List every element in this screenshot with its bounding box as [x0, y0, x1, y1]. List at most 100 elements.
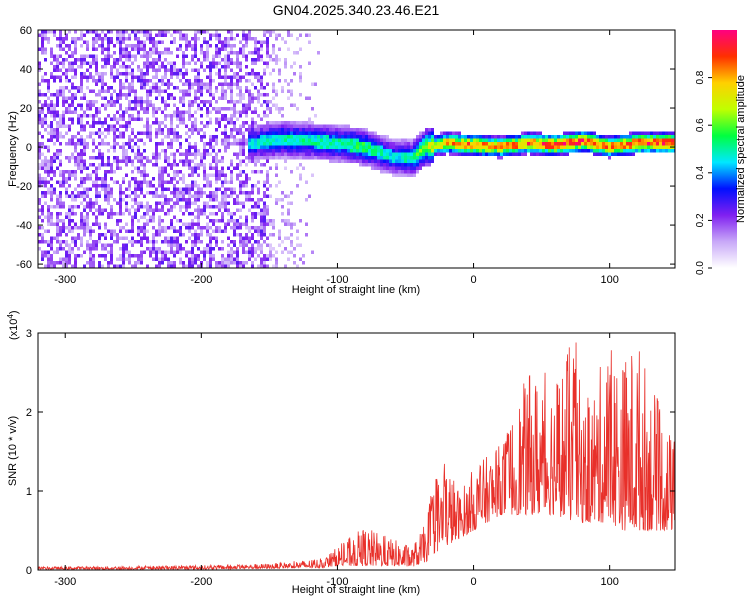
spectrogram-cell: [119, 58, 122, 62]
spectrogram-cell: [239, 240, 242, 244]
spectrogram-cell: [104, 243, 107, 247]
spectrogram-cell: [236, 93, 239, 97]
spectrogram-cell: [188, 226, 191, 230]
spectrogram-cell: [254, 37, 257, 41]
spectrogram-cell: [80, 65, 83, 69]
spectrogram-cell: [407, 142, 410, 146]
spectrogram-cell: [110, 187, 113, 191]
spectrogram-cell: [203, 173, 206, 177]
spectrogram-cell: [269, 30, 272, 34]
spectrogram-cell: [131, 30, 134, 34]
spectrogram-cell: [185, 149, 188, 153]
spectrogram-cell: [650, 135, 653, 139]
spectrogram-cell: [176, 107, 179, 111]
spectrogram-cell: [248, 247, 251, 251]
spectrogram-cell: [212, 198, 215, 202]
spectrogram-cell: [38, 240, 41, 244]
spectrogram-cell: [578, 145, 581, 149]
spectrogram-cell: [335, 156, 338, 160]
spectrogram-cell: [83, 222, 86, 226]
spectrogram-cell: [71, 219, 74, 223]
spectrogram-cell: [110, 208, 113, 212]
spectrogram-cell: [86, 107, 89, 111]
spectrogram-cell: [161, 121, 164, 125]
spectrogram-cell: [521, 142, 524, 146]
spectrogram-cell: [332, 135, 335, 139]
spectrogram-cell: [77, 131, 80, 135]
spectrogram-cell: [212, 107, 215, 111]
spectrogram-cell: [488, 135, 491, 139]
spectrogram-cell: [92, 180, 95, 184]
spectrogram-cell: [59, 180, 62, 184]
spectrogram-cell: [299, 173, 302, 177]
spectrogram-cell: [41, 37, 44, 41]
spectrogram-cell: [170, 93, 173, 97]
spectrogram-cell: [185, 110, 188, 114]
spectrogram-cell: [86, 212, 89, 216]
spectrogram-cell: [365, 128, 368, 132]
spectrogram-cell: [311, 145, 314, 149]
spectrogram-cell: [125, 163, 128, 167]
spectrogram-cell: [251, 128, 254, 132]
spectrogram-cell: [302, 135, 305, 139]
spectrogram-cell: [194, 166, 197, 170]
spectrogram-cell: [509, 152, 512, 156]
spectrogram-cell: [95, 180, 98, 184]
spectrogram-cell: [131, 128, 134, 132]
spectrogram-cell: [137, 229, 140, 233]
spectrogram-cell: [77, 226, 80, 230]
spectrogram-cell: [203, 152, 206, 156]
spectrogram-cell: [209, 173, 212, 177]
spectrogram-cell: [278, 152, 281, 156]
spectrogram-cell: [410, 149, 413, 153]
spectrogram-cell: [140, 261, 143, 265]
spectrogram-cell: [452, 131, 455, 135]
spectrogram-cell: [311, 124, 314, 128]
spectrogram-cell: [101, 121, 104, 125]
spectrogram-cell: [50, 194, 53, 198]
spectrogram-cell: [425, 145, 428, 149]
spectrogram-cell: [602, 145, 605, 149]
spectrogram-cell: [215, 243, 218, 247]
spectrogram-cell: [227, 219, 230, 223]
spectrogram-cell: [185, 138, 188, 142]
spectrogram-cell: [152, 184, 155, 188]
spectrogram-cell: [179, 30, 182, 34]
spectrogram-cell: [137, 65, 140, 69]
spectrogram-cell: [539, 145, 542, 149]
spectrogram-cell: [206, 30, 209, 34]
spectrogram-cell: [104, 61, 107, 65]
spectrogram-cell: [161, 82, 164, 86]
spectrogram-cell: [296, 131, 299, 135]
spectrogram-cell: [164, 65, 167, 69]
spectrogram-cell: [269, 58, 272, 62]
spectrogram-cell: [107, 250, 110, 254]
spectrogram-cell: [104, 208, 107, 212]
spectrogram-cell: [122, 152, 125, 156]
spectrogram-cell: [47, 40, 50, 44]
spectrogram-cell: [131, 79, 134, 83]
spectrogram-cell: [374, 142, 377, 146]
spectrogram-cell: [173, 40, 176, 44]
spectrogram-cell: [56, 44, 59, 48]
spectrogram-cell: [344, 145, 347, 149]
spectrogram-cell: [377, 152, 380, 156]
spectrogram-cell: [167, 257, 170, 261]
spectrogram-cell: [134, 184, 137, 188]
spectrogram-cell: [239, 131, 242, 135]
spectrogram-cell: [380, 156, 383, 160]
spectrogram-cell: [209, 72, 212, 76]
spectrogram-cell: [59, 135, 62, 139]
spectrogram-cell: [215, 219, 218, 223]
spectrogram-cell: [176, 219, 179, 223]
spectrogram-cell: [194, 215, 197, 219]
spectrogram-cell: [62, 226, 65, 230]
spectrogram-cell: [242, 180, 245, 184]
spectrogram-cell: [650, 142, 653, 146]
spectrogram-cell: [344, 159, 347, 163]
spectrogram-cell: [431, 156, 434, 160]
spectrogram-cell: [113, 124, 116, 128]
spectrogram-cell: [257, 229, 260, 233]
spectrogram-cell: [230, 107, 233, 111]
colorbar-tick-label: 0.6: [695, 118, 706, 132]
